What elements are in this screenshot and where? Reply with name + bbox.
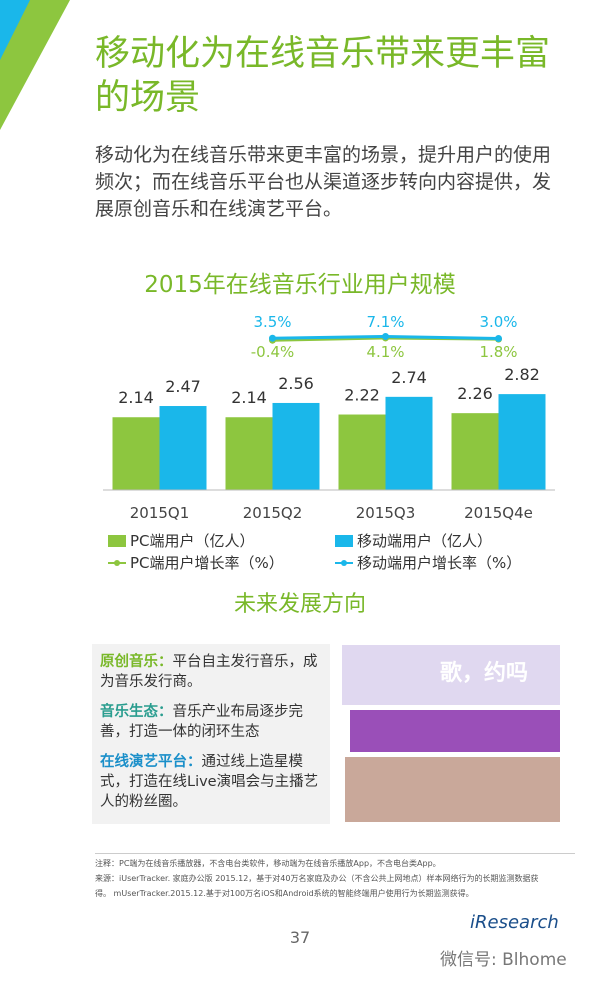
feature-list: 原创音乐：平台自主发行音乐，成为音乐发行商。 音乐生态：音乐产业布局逐步完善，打造…: [92, 644, 330, 824]
corner-decor: [0, 0, 30, 60]
note-line: 得。 mUserTracker.2015.12.基于对100万名iOS和Andr…: [95, 889, 474, 898]
image: [350, 710, 560, 752]
feature-text: 通过线上造星模式，打造在线Live演唱会与主播艺人的粉丝圈。: [100, 754, 319, 810]
data-label: 3.5%: [253, 313, 291, 331]
data-label: 2.22: [344, 386, 380, 405]
note-line: 注释：PC端为在线音乐播放器，不含电台类软件，移动端为在线音乐播放App，不含电…: [95, 859, 441, 868]
data-label: 3.0%: [479, 313, 517, 331]
image: [345, 757, 560, 822]
bar: [338, 414, 386, 490]
x-tick-label: 2015Q2: [243, 504, 303, 522]
data-label: -0.4%: [251, 343, 295, 361]
title: 移动化为在线音乐带来更丰富的场景: [95, 34, 551, 118]
bar: [159, 406, 207, 490]
data-label: 2.56: [278, 374, 314, 393]
legend-swatch: [114, 560, 120, 566]
corner-decor: [0, 0, 70, 130]
data-label: 1.8%: [479, 343, 517, 361]
data-label: 2.74: [391, 368, 427, 387]
x-tick-label: 2015Q1: [130, 504, 190, 522]
bar: [385, 396, 433, 490]
x-tick-label: 2015Q4e: [464, 504, 533, 522]
line-point: [495, 335, 502, 342]
logo: iResearch: [470, 912, 559, 933]
data-label: 2.26: [457, 384, 493, 403]
note-line: 来源：iUserTracker. 家庭办公版 2015.12，基于对40万名家庭…: [95, 874, 539, 883]
data-label: 2.14: [118, 388, 154, 407]
image: [342, 645, 560, 705]
feature-label: 音乐生态：: [100, 704, 173, 720]
section-title: 未来发展方向: [233, 592, 366, 617]
feature-label: 在线演艺平台：: [100, 754, 202, 770]
x-tick-label: 2015Q3: [356, 504, 416, 522]
feature-text: 音乐产业布局逐步完善，打造一体的闭环生态: [100, 704, 303, 740]
image-caption: 歌，约吗: [440, 661, 529, 686]
legend-label: 移动端用户（亿人）: [357, 532, 492, 550]
bar: [112, 417, 160, 490]
line-point: [382, 332, 389, 340]
notes: 注释：PC端为在线音乐播放器，不含电台类软件，移动端为在线音乐播放App，不含电…: [95, 853, 575, 901]
legend-label: PC端用户增长率（%）: [130, 554, 284, 572]
feature-label: 原创音乐：: [100, 654, 173, 670]
data-label: 2.82: [504, 365, 540, 384]
legend-swatch: [108, 535, 126, 547]
bar: [498, 394, 546, 490]
data-label: 2.47: [165, 377, 201, 396]
bar: [272, 402, 320, 490]
legend-swatch: [341, 560, 347, 566]
data-label: 7.1%: [366, 313, 404, 331]
bar: [225, 417, 273, 490]
legend-label: 移动端用户增长率（%）: [357, 554, 521, 572]
chart-title: 2015年在线音乐行业用户规模: [144, 272, 456, 298]
subtitle: 移动化为在线音乐带来更丰富的场景，提升用户的使用频次；而在线音乐平台也从渠道逐步…: [95, 144, 552, 220]
feature-item: 在线演艺平台：通过线上造星模式，打造在线Live演唱会与主播艺人的粉丝圈。: [100, 752, 322, 812]
data-label: 2.14: [231, 388, 267, 407]
watermark: 微信号: Blhome: [440, 950, 567, 970]
bar: [451, 413, 499, 490]
line-point: [269, 334, 276, 342]
legend-swatch: [335, 535, 353, 547]
feature-item: 原创音乐：平台自主发行音乐，成为音乐发行商。: [100, 652, 322, 692]
data-label: 4.1%: [366, 343, 404, 361]
legend-label: PC端用户（亿人）: [130, 532, 255, 550]
page-number: 37: [289, 928, 311, 947]
feature-text: 平台自主发行音乐，成为音乐发行商。: [100, 654, 318, 690]
feature-item: 音乐生态：音乐产业布局逐步完善，打造一体的闭环生态: [100, 702, 322, 742]
